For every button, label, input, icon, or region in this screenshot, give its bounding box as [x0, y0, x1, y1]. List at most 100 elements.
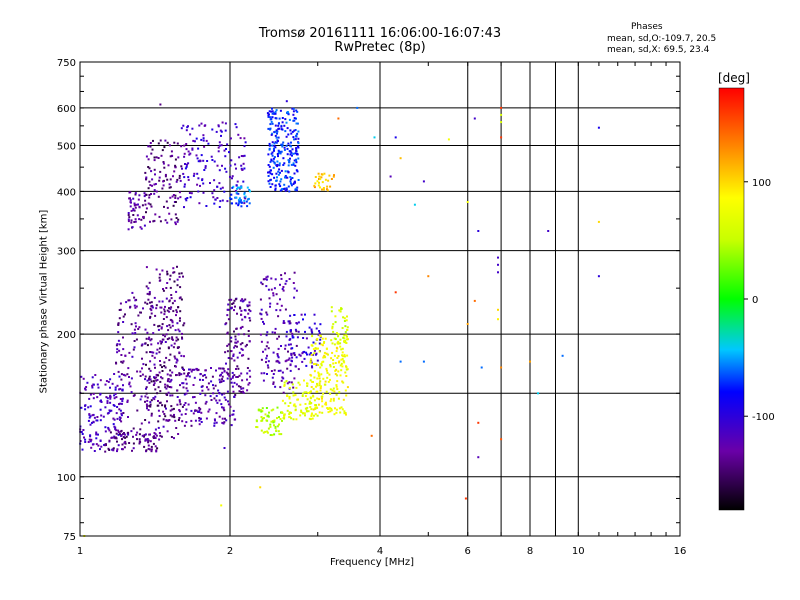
data-point — [111, 436, 114, 439]
data-point — [197, 411, 200, 413]
data-point — [100, 414, 103, 417]
data-point — [231, 175, 234, 178]
data-point — [316, 384, 319, 387]
data-point — [480, 366, 483, 369]
data-point — [145, 392, 148, 395]
data-point — [330, 178, 333, 180]
data-point — [158, 176, 161, 179]
data-point — [186, 197, 189, 199]
data-point — [293, 159, 296, 162]
data-point — [180, 145, 183, 148]
data-point — [267, 164, 270, 166]
data-point — [152, 220, 155, 223]
data-point — [233, 299, 236, 302]
data-point — [282, 320, 285, 323]
data-point — [318, 330, 321, 332]
data-point — [171, 195, 174, 198]
data-point — [325, 369, 328, 372]
data-point — [288, 190, 291, 193]
data-point — [295, 147, 298, 150]
data-point — [316, 359, 319, 362]
data-point — [389, 175, 392, 178]
data-point — [246, 389, 249, 392]
data-point — [260, 410, 263, 413]
data-point — [281, 288, 284, 290]
data-point — [277, 149, 280, 152]
data-point — [248, 304, 251, 307]
data-point — [500, 136, 503, 139]
data-point — [176, 220, 179, 223]
data-point — [221, 421, 224, 424]
data-point — [340, 348, 343, 351]
data-point — [284, 402, 287, 405]
data-point — [547, 230, 550, 232]
data-point — [274, 134, 277, 137]
colorbar — [718, 87, 745, 511]
data-point — [279, 418, 282, 420]
data-point — [168, 386, 171, 388]
data-point — [318, 181, 320, 184]
data-point — [274, 187, 277, 190]
data-point — [268, 411, 270, 414]
data-point — [164, 405, 166, 408]
data-point — [154, 366, 156, 369]
data-point — [159, 340, 162, 343]
data-point — [113, 418, 116, 421]
data-point — [272, 383, 275, 385]
data-point — [343, 320, 346, 322]
data-point — [151, 354, 154, 357]
data-point — [167, 164, 170, 167]
data-point — [153, 382, 156, 385]
data-point — [245, 200, 248, 203]
data-point — [104, 383, 107, 386]
data-point — [287, 112, 290, 115]
data-point — [283, 124, 286, 127]
data-point — [161, 366, 163, 369]
data-point — [313, 322, 316, 325]
data-point — [210, 367, 212, 369]
data-point — [139, 428, 142, 431]
data-point — [277, 170, 280, 173]
data-point — [247, 330, 250, 332]
data-point — [93, 450, 96, 452]
data-point — [171, 371, 174, 374]
data-point — [309, 396, 312, 399]
data-point — [148, 167, 151, 170]
data-point — [294, 164, 297, 167]
data-point — [269, 425, 272, 428]
data-point — [211, 192, 214, 195]
data-point — [290, 381, 293, 384]
data-point — [274, 146, 277, 149]
data-point — [267, 415, 270, 418]
data-point — [112, 423, 115, 426]
data-point — [181, 405, 184, 408]
data-point — [145, 387, 147, 390]
data-point — [241, 379, 244, 382]
data-point — [186, 163, 188, 166]
data-point — [145, 155, 148, 158]
data-point — [246, 304, 249, 307]
data-point — [270, 159, 273, 162]
data-point — [117, 431, 120, 434]
data-point — [289, 157, 291, 160]
data-point — [229, 405, 232, 408]
data-point — [295, 356, 298, 359]
data-point — [144, 375, 147, 378]
data-point — [153, 156, 156, 159]
data-point — [177, 306, 180, 309]
data-point — [150, 205, 153, 208]
data-point — [237, 367, 240, 370]
data-point — [169, 369, 172, 372]
data-point — [178, 417, 181, 419]
data-point — [120, 420, 123, 423]
data-point — [295, 322, 298, 324]
data-point — [115, 396, 118, 399]
data-point — [193, 396, 196, 398]
data-point — [205, 400, 208, 403]
data-point — [150, 338, 153, 341]
data-point — [166, 272, 169, 275]
data-point — [222, 367, 225, 370]
data-point — [275, 179, 278, 182]
data-point — [345, 368, 348, 371]
data-point — [318, 398, 321, 401]
